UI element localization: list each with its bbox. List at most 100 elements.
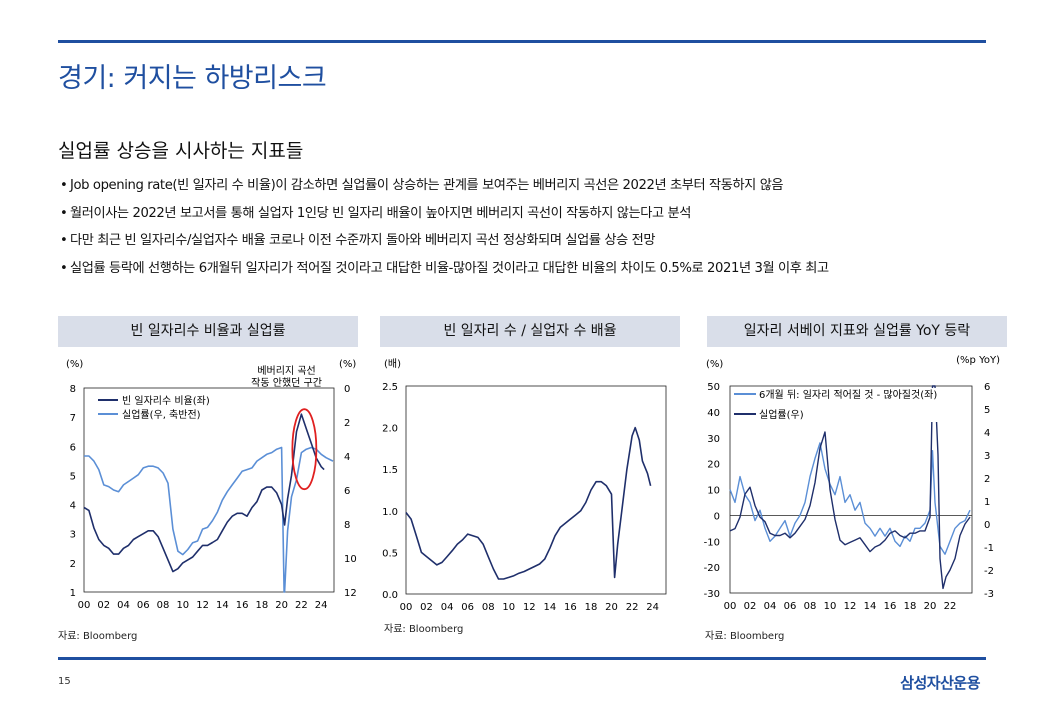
x-tick-label: 04 (764, 601, 777, 612)
chart-1-source: 자료: Bloomberg (58, 631, 138, 642)
y-left-tick-label: 5 (70, 471, 76, 482)
chart-2-title: 빈 일자리 수 / 실업자 수 배율 (380, 316, 680, 347)
y-left-unit: (%) (66, 359, 83, 370)
x-tick-label: 14 (864, 601, 877, 612)
bullet-text: 월러이사는 2022년 보고서를 통해 실업자 1인당 빈 일자리 배율이 높아… (70, 205, 691, 221)
x-tick-label: 02 (97, 600, 110, 611)
y-left-tick-label: 40 (707, 408, 720, 419)
y-left-tick-label: 3 (70, 530, 76, 541)
y-left-tick-label: -10 (704, 537, 720, 548)
x-tick-label: 00 (400, 602, 413, 613)
y-left-unit: (%) (706, 359, 723, 370)
annotation-text: 작동 안했던 구간 (251, 376, 322, 389)
y-left-tick-label: 10 (707, 486, 720, 497)
chart-survey: (%) (%p YoY)-30-20-1001020304050-3-2-1012… (704, 355, 1000, 612)
highlight-ellipse (291, 408, 318, 491)
y-left-tick-label: -30 (704, 589, 720, 600)
x-tick-label: 06 (137, 600, 150, 611)
legend-label: 실업률(우) (759, 408, 804, 421)
x-tick-label: 20 (605, 602, 618, 613)
plot-frame (405, 385, 667, 595)
x-tick-label: 18 (585, 602, 598, 613)
y-right-tick-label: -1 (984, 543, 994, 554)
x-tick-label: 06 (784, 601, 797, 612)
x-tick-label: 16 (884, 601, 897, 612)
x-tick-label: 12 (523, 602, 536, 613)
series-line-job-survey (729, 442, 971, 555)
x-tick-label: 02 (420, 602, 433, 613)
chart-1-title: 빈 일자리수 비율과 실업률 (58, 316, 358, 347)
bullet-item: • 실업률 등락에 선행하는 6개월뒤 일자리가 적어질 것이라고 대답한 비율-… (60, 260, 829, 276)
y-left-tick-label: 0 (714, 511, 720, 522)
y-right-tick-label: 8 (344, 520, 350, 531)
y-tick-label: 1.0 (382, 507, 398, 518)
x-tick-label: 10 (502, 602, 515, 613)
y-unit: (배) (384, 358, 401, 370)
y-right-tick-label: 6 (984, 382, 990, 393)
annotation-text: 베버리지 곡선 (257, 365, 315, 377)
y-right-unit: (%) (339, 359, 356, 370)
x-tick-label: 12 (844, 601, 857, 612)
bullet-list: • Job opening rate(빈 일자리 수 비율)이 감소하면 실업률이… (60, 176, 829, 286)
x-tick-label: 08 (804, 601, 817, 612)
x-tick-label: 08 (482, 602, 495, 613)
series-line-vacancy-ratio (405, 426, 652, 580)
section-subtitle: 실업률 상승을 시사하는 지표들 (58, 140, 304, 162)
y-right-tick-label: 6 (344, 486, 350, 497)
top-rule (58, 40, 986, 43)
x-tick-label: 14 (216, 600, 229, 611)
page-title: 경기: 커지는 하방리스크 (58, 63, 327, 94)
bottom-rule (58, 657, 986, 660)
bullet-item: • 다만 최근 빈 일자리수/실업자수 배율 코로나 이전 수준까지 돌아와 베버… (60, 233, 656, 248)
bullet-text: 실업률 등락에 선행하는 6개월뒤 일자리가 적어질 것이라고 대답한 비율-많… (70, 260, 829, 276)
x-tick-label: 10 (176, 600, 189, 611)
x-tick-label: 18 (255, 600, 268, 611)
company-logo: 삼성자산운용 (900, 674, 980, 692)
y-left-tick-label: 1 (70, 588, 76, 599)
x-tick-label: 24 (315, 600, 328, 611)
y-left-tick-label: -20 (704, 563, 720, 574)
y-right-tick-label: 2 (984, 474, 990, 485)
y-right-tick-label: 10 (344, 554, 357, 565)
chart-3-source: 자료: Bloomberg (705, 631, 785, 642)
legend-label: 빈 일자리수 비율(좌) (122, 395, 210, 407)
bullet-item: • 월러이사는 2022년 보고서를 통해 실업자 1인당 빈 일자리 배율이 높… (60, 205, 691, 221)
series-line-job-opening-rate (83, 413, 325, 573)
y-right-tick-label: 5 (984, 405, 990, 416)
bullet-text: 다만 최근 빈 일자리수/실업자수 배율 코로나 이전 수준까지 돌아와 베버리… (70, 233, 656, 248)
y-left-tick-label: 30 (707, 434, 720, 445)
y-right-tick-label: 4 (984, 428, 990, 439)
x-tick-label: 16 (236, 600, 249, 611)
y-right-tick-label: 1 (984, 497, 990, 508)
series-line-unemployment (84, 446, 334, 593)
y-right-tick-label: -3 (984, 589, 994, 600)
plot-frame (83, 387, 335, 593)
x-tick-label: 04 (117, 600, 130, 611)
x-tick-label: 00 (724, 601, 737, 612)
chart-2-source: 자료: Bloomberg (384, 624, 464, 635)
y-left-tick-label: 4 (70, 501, 76, 512)
chart-3-title: 일자리 서베이 지표와 실업률 YoY 등락 (707, 316, 1007, 347)
x-tick-label: 06 (461, 602, 474, 613)
x-tick-label: 00 (78, 600, 91, 611)
y-right-tick-label: 0 (984, 520, 990, 531)
chart-vacancy-ratio: (배) 0.0 0.5 1.0 1.5 2.0 2.5 00 02 04 06 08 10 12 14 16 1… (382, 358, 667, 613)
y-right-tick-label: 4 (344, 452, 350, 463)
y-left-tick-label: 2 (70, 559, 76, 570)
x-tick-label: 08 (157, 600, 170, 611)
x-tick-label: 10 (824, 601, 837, 612)
legend-background (732, 388, 964, 422)
x-tick-label: 02 (744, 601, 757, 612)
x-tick-label: 14 (544, 602, 557, 613)
y-right-tick-label: 12 (344, 588, 357, 599)
y-right-tick-label: 0 (344, 384, 350, 395)
legend-label: 실업률(우, 축반전) (122, 408, 201, 421)
x-tick-label: 22 (295, 600, 308, 611)
y-left-tick-label: 7 (70, 413, 76, 424)
x-tick-label: 12 (196, 600, 209, 611)
bullet-text: Job opening rate(빈 일자리 수 비율)이 감소하면 실업률이 … (70, 178, 784, 193)
y-right-tick-label: -2 (984, 566, 994, 577)
y-right-tick-label: 3 (984, 451, 990, 462)
x-tick-label: 16 (564, 602, 577, 613)
